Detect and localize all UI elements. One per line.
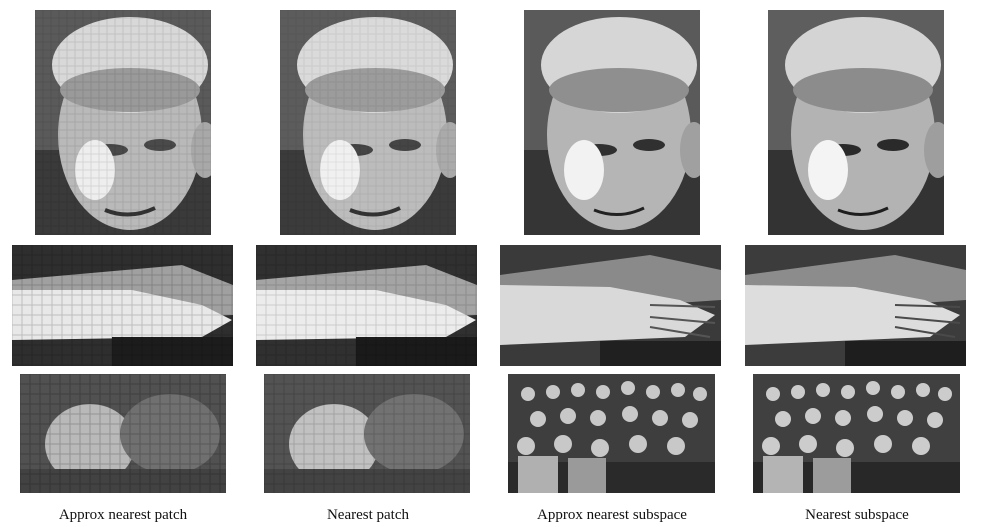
- group-image-approx-nearest-subspace: [508, 374, 715, 493]
- face-image-nearest-subspace: [768, 10, 944, 235]
- caption-nearest-subspace: Nearest subspace: [805, 507, 909, 523]
- group-image-approx-nearest-patch: [20, 374, 226, 493]
- face-image-approx-nearest-subspace: [524, 10, 700, 235]
- arm-image-approx-nearest-subspace: [500, 245, 721, 366]
- arm-image-nearest-subspace: [745, 245, 966, 366]
- group-image-nearest-subspace: [753, 374, 960, 493]
- group-image-nearest-patch: [264, 374, 470, 493]
- face-image-approx-nearest-patch: [35, 10, 211, 235]
- arm-image-approx-nearest-patch: [12, 245, 233, 366]
- caption-nearest-patch: Nearest patch: [326, 507, 410, 523]
- face-image-nearest-patch: [280, 10, 456, 235]
- caption-approx-nearest-subspace: Approx nearest subspace: [537, 507, 687, 523]
- arm-image-nearest-patch: [256, 245, 477, 366]
- caption-approx-nearest-patch: Approx nearest patch: [58, 507, 188, 523]
